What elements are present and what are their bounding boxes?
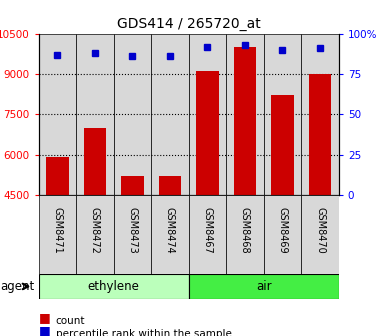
Bar	[76, 34, 114, 195]
Text: agent: agent	[0, 280, 35, 293]
Bar	[301, 34, 339, 195]
Bar	[189, 274, 339, 299]
Text: GSM8470: GSM8470	[315, 207, 325, 253]
Text: air: air	[256, 280, 271, 293]
Text: GSM8468: GSM8468	[240, 207, 250, 253]
Bar	[159, 176, 181, 195]
Text: percentile rank within the sample: percentile rank within the sample	[56, 329, 232, 336]
Text: GSM8467: GSM8467	[203, 207, 213, 253]
Bar	[38, 34, 76, 195]
Text: GSM8471: GSM8471	[52, 207, 62, 253]
Text: ■: ■	[38, 324, 50, 336]
Bar	[226, 34, 264, 195]
Bar	[196, 71, 219, 195]
Bar	[151, 34, 189, 195]
Text: GSM8473: GSM8473	[127, 207, 137, 253]
Bar	[309, 74, 331, 195]
Bar	[234, 47, 256, 195]
Bar	[76, 195, 114, 274]
Bar	[189, 195, 226, 274]
Bar	[38, 195, 76, 274]
Bar	[226, 195, 264, 274]
Text: ethylene: ethylene	[88, 280, 139, 293]
Bar	[46, 157, 69, 195]
Bar	[264, 34, 301, 195]
Bar	[264, 195, 301, 274]
Bar	[301, 195, 339, 274]
Title: GDS414 / 265720_at: GDS414 / 265720_at	[117, 17, 261, 31]
Bar	[121, 176, 144, 195]
Text: GSM8474: GSM8474	[165, 207, 175, 253]
Text: count: count	[56, 316, 85, 326]
Bar	[151, 195, 189, 274]
Text: GSM8472: GSM8472	[90, 207, 100, 254]
Bar	[114, 34, 151, 195]
Bar	[271, 95, 294, 195]
Bar	[189, 34, 226, 195]
Text: GSM8469: GSM8469	[278, 207, 288, 253]
Bar	[38, 274, 189, 299]
Text: ■: ■	[38, 311, 50, 324]
Bar	[84, 128, 106, 195]
Bar	[114, 195, 151, 274]
